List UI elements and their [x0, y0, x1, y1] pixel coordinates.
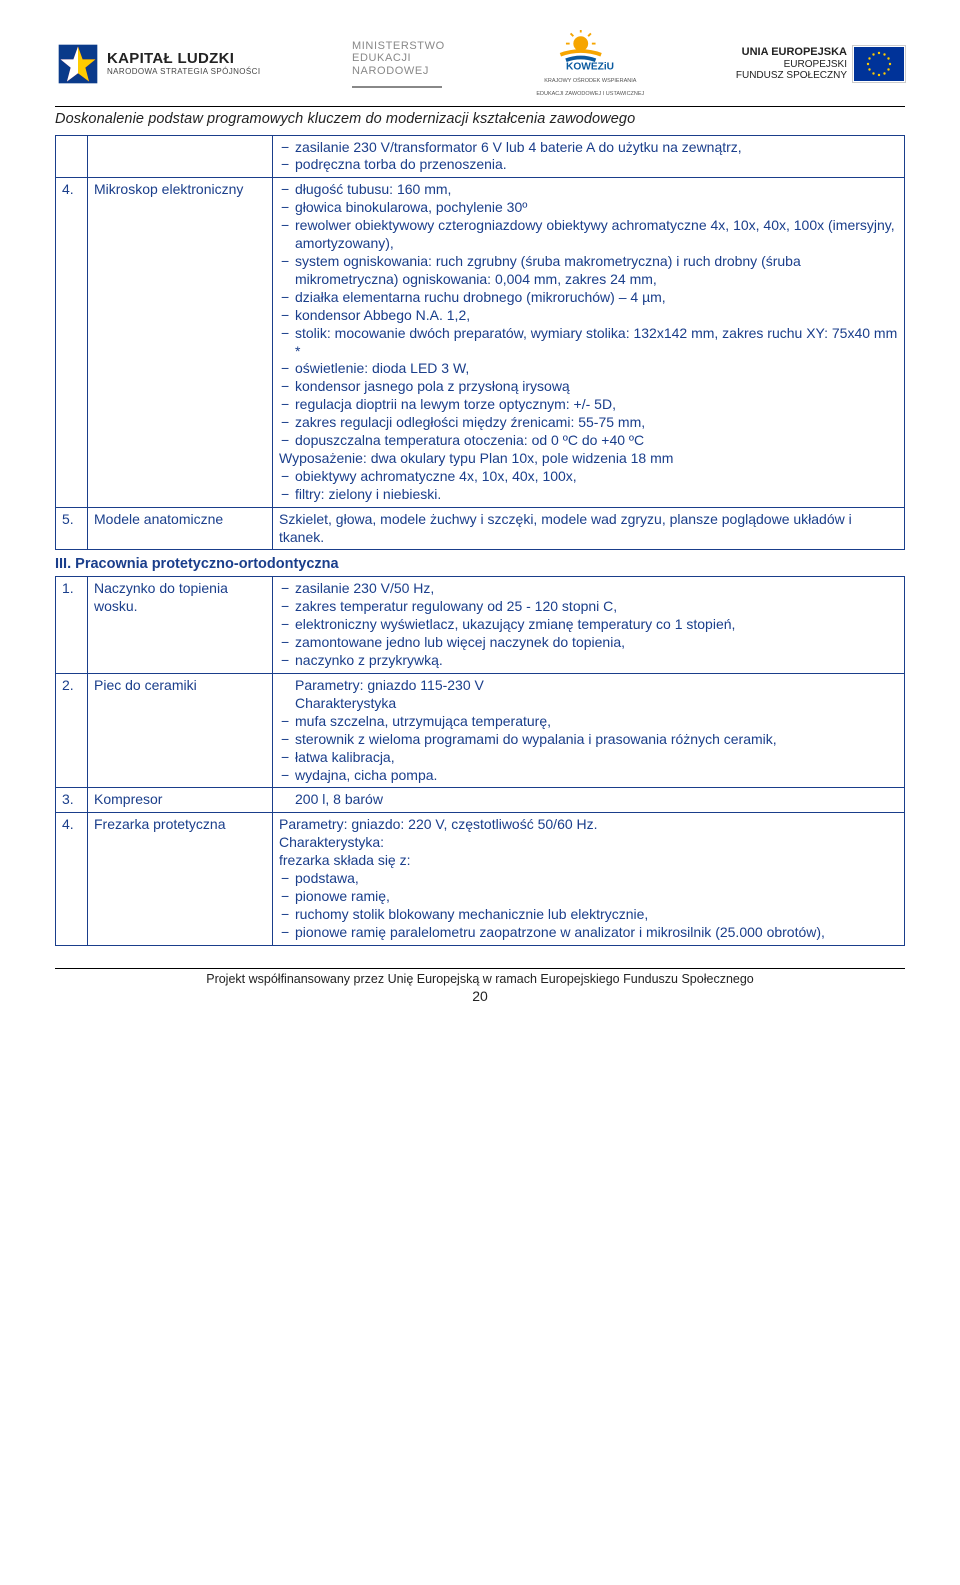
spec-item: podstawa,	[279, 870, 898, 888]
ue-l3: FUNDUSZ SPOŁECZNY	[736, 70, 847, 82]
table-row: 5. Modele anatomiczne Szkielet, głowa, m…	[56, 507, 905, 550]
spec-item: długość tubusu: 160 mm,	[279, 181, 898, 199]
spec-item: zakres regulacji odległości między źreni…	[279, 414, 898, 432]
spec-item: kondensor Abbego N.A. 1,2,	[279, 307, 898, 325]
spec-plain: Charakterystyka	[279, 695, 898, 713]
section-heading: III. Pracownia protetyczno-ortodontyczna	[55, 556, 905, 572]
table-row: 4. Frezarka protetyczna Parametry: gniaz…	[56, 813, 905, 945]
svg-text:KOWEZiU: KOWEZiU	[566, 62, 614, 73]
logo-koweziu: KOWEZiU KRAJOWY OŚRODEK WSPIERANIA EDUKA…	[536, 30, 644, 98]
row-name: Frezarka protetyczna	[88, 813, 273, 945]
row-num: 4.	[56, 178, 88, 507]
specification-table-a: zasilanie 230 V/transformator 6 V lub 4 …	[55, 135, 905, 551]
page-subtitle: Doskonalenie podstaw programowych klucze…	[55, 111, 905, 127]
spec-plain: Parametry: gniazdo 115-230 V	[279, 677, 898, 695]
row-name: Piec do ceramiki	[88, 674, 273, 788]
spec-item: zasilanie 230 V/transformator 6 V lub 4 …	[279, 139, 898, 157]
spec-item: stolik: mocowanie dwóch preparatów, wymi…	[279, 325, 898, 361]
kapital-title: KAPITAŁ LUDZKI	[107, 51, 260, 68]
spec-item: regulacja dioptrii na lewym torze optycz…	[279, 396, 898, 414]
row-name: Kompresor	[88, 788, 273, 813]
spec-item: wydajna, cicha pompa.	[279, 767, 898, 785]
spec-item: głowica binokularowa, pochylenie 30º	[279, 199, 898, 217]
logo-kapital-ludzki: KAPITAŁ LUDZKI NARODOWA STRATEGIA SPÓJNO…	[55, 41, 260, 87]
spec-item: kondensor jasnego pola z przysłoną iryso…	[279, 378, 898, 396]
spec-item: system ogniskowania: ruch zgrubny (śruba…	[279, 253, 898, 289]
page-footer: Projekt współfinansowany przez Unię Euro…	[55, 968, 905, 1004]
spec-item: łatwa kalibracja,	[279, 749, 898, 767]
spec-item: sterownik z wieloma programami do wypala…	[279, 731, 898, 749]
spec-item: filtry: zielony i niebieski.	[279, 486, 898, 504]
men-l2: EDUKACJI	[352, 52, 445, 65]
koweziu-icon: KOWEZiU	[553, 30, 627, 72]
men-underline	[352, 86, 442, 88]
page-container: KAPITAŁ LUDZKI NARODOWA STRATEGIA SPÓJNO…	[0, 0, 960, 1024]
spec-item: pionowe ramię,	[279, 888, 898, 906]
koweziu-cap1: KRAJOWY OŚRODEK WSPIERANIA	[544, 79, 636, 85]
spec-plain: frezarka składa się z:	[279, 852, 898, 870]
row-num: 2.	[56, 674, 88, 788]
men-l3: NARODOWEJ	[352, 65, 445, 78]
spec-item: dopuszczalna temperatura otoczenia: od 0…	[279, 432, 898, 450]
page-number: 20	[55, 988, 905, 1004]
row-num: 5.	[56, 507, 88, 550]
spec-item: zamontowane jedno lub więcej naczynek do…	[279, 634, 898, 652]
spec-item: mufa szczelna, utrzymująca temperaturę,	[279, 713, 898, 731]
kapital-subtitle: NARODOWA STRATEGIA SPÓJNOŚCI	[107, 68, 260, 77]
row-desc: 200 l, 8 barów	[279, 791, 898, 809]
ue-l2: EUROPEJSKI	[736, 59, 847, 71]
row-num: 3.	[56, 788, 88, 813]
spec-item: zakres temperatur regulowany od 25 - 120…	[279, 598, 898, 616]
footer-text: Projekt współfinansowany przez Unię Euro…	[55, 972, 905, 986]
row-name: Mikroskop elektroniczny	[88, 178, 273, 507]
spec-item: podręczna torba do przenoszenia.	[279, 156, 898, 174]
spec-item: obiektywy achromatyczne 4x, 10x, 40x, 10…	[279, 468, 898, 486]
logo-ue: UNIA EUROPEJSKA EUROPEJSKI FUNDUSZ SPOŁE…	[736, 46, 905, 82]
specification-table-b: 1. Naczynko do topienia wosku. zasilanie…	[55, 576, 905, 945]
header-rule	[55, 106, 905, 107]
kapital-star-icon	[55, 41, 101, 87]
row-name: Naczynko do topienia wosku.	[88, 577, 273, 674]
table-row: 4. Mikroskop elektroniczny długość tubus…	[56, 178, 905, 507]
spec-item: zasilanie 230 V/50 Hz,	[279, 580, 898, 598]
spec-plain: Wyposażenie: dwa okulary typu Plan 10x, …	[279, 450, 898, 468]
spec-item: naczynko z przykrywką.	[279, 652, 898, 670]
spec-plain: Parametry: gniazdo: 220 V, częstotliwość…	[279, 816, 898, 834]
header-logo-row: KAPITAŁ LUDZKI NARODOWA STRATEGIA SPÓJNO…	[55, 30, 905, 98]
table-row: 1. Naczynko do topienia wosku. zasilanie…	[56, 577, 905, 674]
row-desc: Szkielet, głowa, modele żuchwy i szczęki…	[273, 507, 905, 550]
spec-item: elektroniczny wyświetlacz, ukazujący zmi…	[279, 616, 898, 634]
men-l1: MINISTERSTWO	[352, 40, 445, 53]
koweziu-cap2: EDUKACJI ZAWODOWEJ I USTAWICZNEJ	[536, 92, 644, 98]
table-row: 2. Piec do ceramiki Parametry: gniazdo 1…	[56, 674, 905, 788]
row-name: Modele anatomiczne	[88, 507, 273, 550]
spec-plain: Charakterystyka:	[279, 834, 898, 852]
spec-item: działka elementarna ruchu drobnego (mikr…	[279, 289, 898, 307]
eu-flag-icon	[853, 46, 905, 82]
table-row: 3. Kompresor 200 l, 8 barów	[56, 788, 905, 813]
spec-item: ruchomy stolik blokowany mechanicznie lu…	[279, 906, 898, 924]
table-row: zasilanie 230 V/transformator 6 V lub 4 …	[56, 135, 905, 178]
logo-men: MINISTERSTWO EDUKACJI NARODOWEJ	[352, 40, 445, 88]
row-num: 1.	[56, 577, 88, 674]
spec-item: pionowe ramię paralelometru zaopatrzone …	[279, 924, 898, 942]
ue-l1: UNIA EUROPEJSKA	[736, 46, 847, 59]
row-num: 4.	[56, 813, 88, 945]
spec-item: oświetlenie: dioda LED 3 W,	[279, 360, 898, 378]
spec-item: rewolwer obiektywowy czterogniazdowy obi…	[279, 217, 898, 253]
